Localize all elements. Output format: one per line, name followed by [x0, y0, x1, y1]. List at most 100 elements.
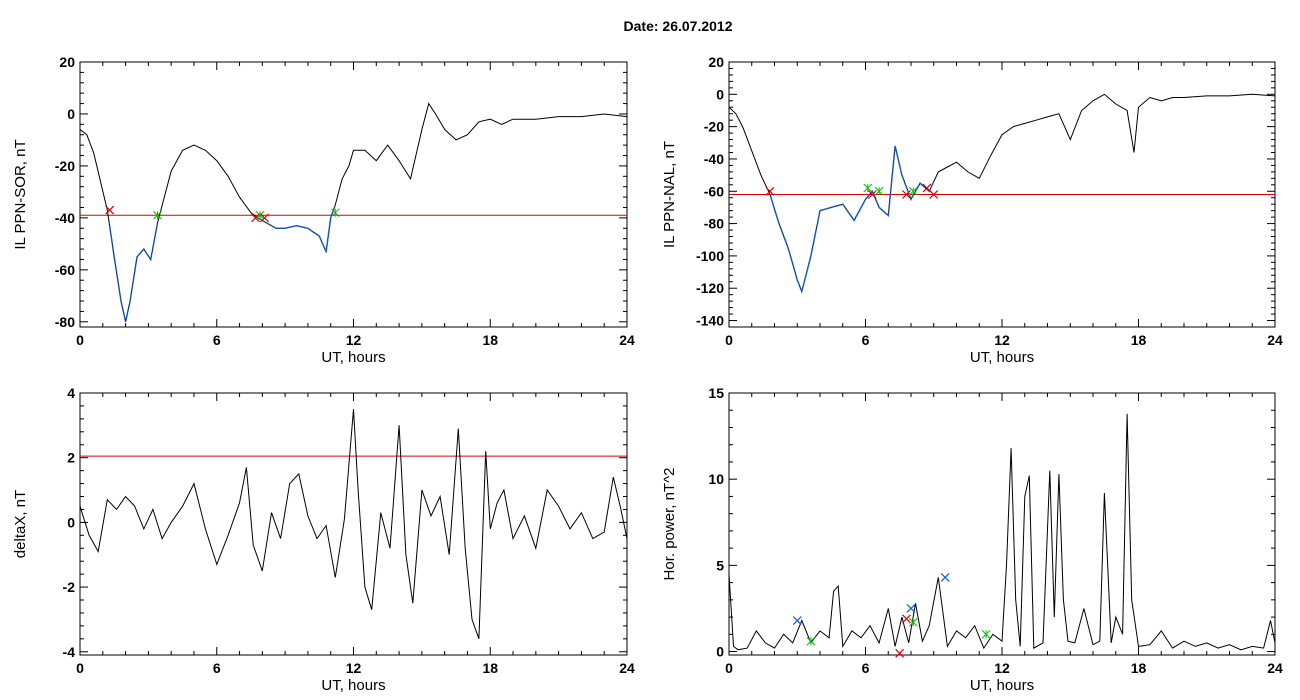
- y-tick-label: -60: [55, 262, 75, 278]
- y-axis-title: Hor. power, nT^2: [661, 468, 678, 581]
- marker-stroke: [895, 648, 905, 658]
- y-tick-label: -2: [63, 579, 76, 595]
- marker-end: [874, 186, 884, 196]
- marker-stroke: [792, 616, 802, 625]
- x-axis-title: UT, hours: [321, 677, 385, 694]
- storm-segment-line: [108, 222, 159, 322]
- y-tick-label: 0: [716, 644, 724, 660]
- y-tick-label: 4: [67, 385, 75, 401]
- page-title: Date: 26.07.2012: [623, 18, 733, 34]
- marker-peak: [906, 604, 916, 613]
- marker-stroke: [922, 183, 932, 193]
- series-line: [729, 413, 1275, 651]
- x-tick-label: 18: [482, 332, 498, 348]
- y-tick-label: 10: [708, 471, 724, 487]
- x-tick-label: 18: [1131, 332, 1147, 348]
- x-tick-label: 24: [619, 660, 635, 676]
- marker-start: [902, 614, 911, 624]
- panel-il-ppn-sor: 0 6 12 18 24 -80 -60 -40 -20 0 20 UT, hours IL PPN-S…: [12, 54, 635, 366]
- x-tick-label: 6: [213, 332, 221, 348]
- y-tick-label: 2: [67, 450, 75, 466]
- x-axis-title: UT, hours: [321, 349, 385, 366]
- marker-stroke: [902, 614, 911, 624]
- marker-stroke: [867, 190, 877, 199]
- y-tick-label: 15: [708, 385, 724, 401]
- y-tick-label: -120: [696, 280, 724, 296]
- marker-stroke: [105, 205, 115, 215]
- marker-peak: [940, 573, 950, 582]
- y-tick-label: 0: [67, 106, 75, 122]
- marker-end: [255, 210, 265, 220]
- marker-stroke: [251, 213, 260, 223]
- marker-end: [330, 208, 340, 218]
- y-tick-label: -80: [55, 314, 75, 330]
- marker-start: [260, 213, 270, 223]
- y-tick-label: -100: [696, 248, 724, 264]
- marker-start: [105, 205, 115, 215]
- x-axis-title: UT, hours: [970, 349, 1034, 366]
- y-tick-label: -20: [704, 119, 724, 135]
- plot-area: [729, 93, 1275, 294]
- marker-end: [908, 186, 918, 196]
- storm-segment-line: [255, 204, 337, 255]
- x-axis-title: UT, hours: [970, 677, 1034, 694]
- marker-stroke: [765, 186, 775, 196]
- marker-end: [981, 629, 991, 639]
- y-axis-title: IL PPN-SOR, nT: [12, 139, 29, 249]
- y-tick-label: -80: [704, 216, 724, 232]
- marker-start: [251, 213, 260, 223]
- y-tick-label: 20: [708, 54, 724, 70]
- x-tick-label: 12: [346, 660, 362, 676]
- x-tick-label: 24: [1267, 332, 1283, 348]
- y-tick-label: -20: [55, 158, 75, 174]
- x-tick-label: 18: [1131, 660, 1147, 676]
- x-tick-label: 12: [994, 660, 1010, 676]
- plot-area: [80, 102, 627, 322]
- x-tick-label: 0: [725, 660, 733, 676]
- y-tick-label: 0: [716, 86, 724, 102]
- y-tick-label: -140: [696, 313, 724, 329]
- plot-area: [729, 413, 1275, 651]
- marker-stroke: [906, 604, 916, 613]
- marker-peak: [792, 616, 802, 625]
- series-line: [80, 102, 627, 322]
- marker-stroke: [902, 190, 911, 199]
- y-axis-title: IL PPN-NAL, nT: [661, 141, 678, 248]
- plot-frame: [79, 61, 628, 328]
- x-tick-label: 24: [619, 332, 635, 348]
- marker-end: [863, 183, 873, 193]
- marker-stroke: [260, 213, 270, 223]
- x-tick-label: 18: [482, 660, 498, 676]
- plot-frame: [728, 392, 1276, 656]
- series-line: [80, 409, 627, 639]
- y-tick-label: -4: [63, 644, 76, 660]
- marker-end: [908, 617, 918, 627]
- marker-end: [806, 636, 816, 646]
- x-tick-label: 6: [213, 660, 221, 676]
- x-tick-label: 6: [862, 332, 870, 348]
- series-line: [729, 93, 1275, 294]
- panel-hor-power: 0 6 12 18 24 0 5 10 15 UT, hours Hor. power, nT^2: [661, 385, 1283, 694]
- y-tick-label: 20: [59, 54, 75, 70]
- x-tick-label: 0: [76, 660, 84, 676]
- y-axis-title: deltaX, nT: [12, 490, 29, 558]
- marker-start: [867, 190, 877, 199]
- x-tick-label: 12: [994, 332, 1010, 348]
- x-tick-label: 24: [1267, 660, 1283, 676]
- panel-il-ppn-nal: 0 6 12 18 24 -140 -120 -100 -80 -60 -40 -20 0 20 UT, h…: [661, 54, 1283, 366]
- marker-stroke: [940, 573, 950, 582]
- x-tick-label: 6: [862, 660, 870, 676]
- marker-stroke: [929, 190, 939, 199]
- y-tick-label: 5: [716, 557, 724, 573]
- x-tick-label: 0: [725, 332, 733, 348]
- x-tick-label: 0: [76, 332, 84, 348]
- plot-frame: [79, 392, 628, 656]
- plot-area: [80, 409, 627, 639]
- marker-start: [902, 190, 911, 199]
- y-tick-label: 0: [67, 514, 75, 530]
- y-tick-label: -60: [704, 183, 724, 199]
- marker-start: [765, 186, 775, 196]
- marker-end: [153, 210, 162, 220]
